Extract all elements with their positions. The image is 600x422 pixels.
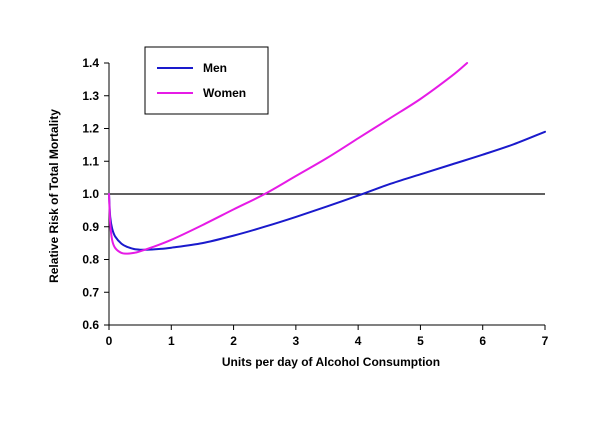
x-tick-label: 5 (417, 334, 424, 348)
x-tick-label: 3 (293, 334, 300, 348)
x-tick-label: 1 (168, 334, 175, 348)
y-tick-label: 0.8 (82, 253, 99, 267)
legend-label: Men (203, 61, 227, 75)
x-tick-label: 0 (106, 334, 113, 348)
y-tick-label: 1.2 (82, 122, 99, 136)
x-tick-label: 7 (542, 334, 549, 348)
y-tick-label: 1.3 (82, 89, 99, 103)
y-tick-label: 0.7 (82, 285, 99, 299)
x-tick-label: 6 (479, 334, 486, 348)
series-line-women (108, 62, 469, 255)
series-line-men (108, 130, 546, 251)
axes: 0.6 0.7 0.8 0.9 1.0 1.1 1.2 1.3 1.4 0 1 2 3 4 5 6 7 (82, 56, 548, 348)
y-tick-label: 0.9 (82, 220, 99, 234)
y-axis-title: Relative Risk of Total Mortality (47, 109, 61, 283)
x-tick-label: 4 (355, 334, 362, 348)
x-tick-label: 2 (230, 334, 237, 348)
y-tick-label: 1.1 (82, 154, 99, 168)
legend: Men Women (144, 46, 269, 115)
legend-label: Women (203, 86, 246, 100)
series-layer (108, 62, 546, 255)
y-tick-label: 1.4 (82, 56, 99, 70)
y-tick-label: 1.0 (82, 187, 99, 201)
x-axis-title: Units per day of Alcohol Consumption (222, 355, 440, 369)
legend-box (144, 46, 269, 115)
y-tick-label: 0.6 (82, 318, 99, 332)
